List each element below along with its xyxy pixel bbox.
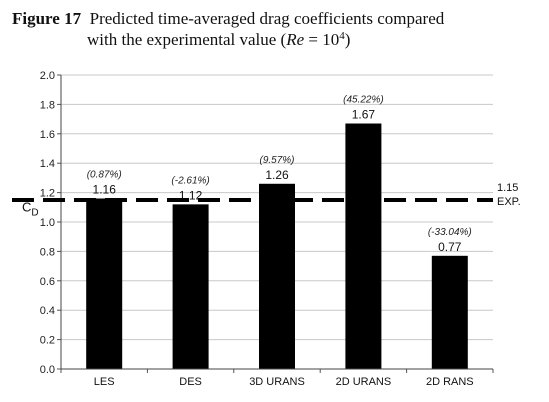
- x-category-label: LES: [94, 376, 115, 388]
- y-tick-label: 0.8: [40, 246, 55, 258]
- y-tick-label: 2.0: [40, 70, 55, 82]
- bar-value-label: 1.67: [352, 108, 376, 122]
- reference-value-label: 1.15: [497, 182, 518, 194]
- figure-label: Figure 17: [12, 9, 82, 28]
- bar-percent-label: (-2.61%): [171, 175, 209, 186]
- y-tick-label: 0.0: [40, 364, 55, 376]
- bar-labels: 1.16(0.87%)1.12(-2.61%) 1.26(9.57%)1.67(4…: [87, 95, 472, 254]
- x-category-label: 2D RANS: [426, 376, 474, 388]
- figure-caption: Figure 17 Predicted time-averaged drag c…: [12, 8, 542, 50]
- re-equals: = 10: [304, 30, 340, 49]
- y-tick-label: 0.4: [40, 305, 55, 317]
- caption-close-paren: ): [344, 30, 351, 49]
- y-label-subscript: D: [31, 207, 38, 218]
- caption-text-line2: with the experimental value (: [87, 30, 287, 49]
- y-axis-ticks: 0.0 0.2 0.4 0.6 0.8 1.0 1.2 1.4 1.6 1.8 2.0: [40, 70, 61, 376]
- y-axis-label: CD: [22, 199, 39, 218]
- bar-2d-rans: [431, 255, 468, 369]
- bars: [86, 123, 468, 369]
- y-tick-label: 1.0: [40, 217, 55, 229]
- y-tick-label: 1.8: [40, 99, 55, 111]
- x-category-label: DES: [179, 376, 202, 388]
- y-tick-label: 1.4: [40, 158, 55, 170]
- y-tick-label: 1.6: [40, 129, 55, 141]
- bar-percent-label: (9.57%): [259, 155, 294, 166]
- y-tick-label: 0.6: [40, 276, 55, 288]
- reference-exp-label: EXP.: [497, 196, 521, 208]
- bar-value-label: 1.26: [265, 168, 289, 182]
- y-label-main: C: [22, 199, 31, 214]
- bar-percent-label: (45.22%): [343, 95, 384, 106]
- re-symbol: Re: [286, 30, 305, 49]
- re-exponent: 4: [339, 30, 345, 42]
- x-category-label: 2D URANS: [336, 376, 392, 388]
- bar-value-label: 1.16: [93, 182, 117, 196]
- bar-3d-urans: [259, 183, 295, 369]
- y-tick-label: 0.2: [40, 335, 55, 347]
- bar-les: [86, 198, 123, 369]
- bar-percent-label: (-33.04%): [428, 227, 472, 238]
- bar-percent-label: (0.87%): [87, 169, 122, 180]
- axes: [60, 75, 493, 370]
- bar-des: [172, 204, 209, 369]
- x-category-label: 3D URANS: [249, 376, 305, 388]
- caption-text-line1: Predicted time-averaged drag coefficient…: [89, 9, 445, 28]
- x-axis-categories: LES DES 3D URANS 2D URANS 2D RANS: [60, 369, 494, 388]
- y-tick-label: 1.2: [40, 188, 55, 200]
- reference-line: 1.15 EXP.: [12, 182, 521, 208]
- bar-2d-urans: [345, 123, 382, 369]
- bar-value-label: 0.77: [438, 240, 462, 254]
